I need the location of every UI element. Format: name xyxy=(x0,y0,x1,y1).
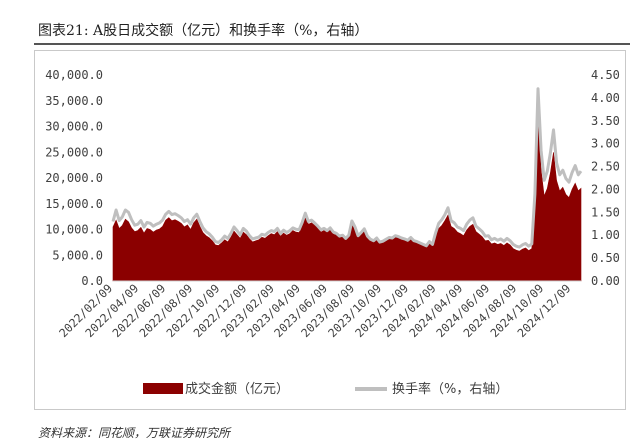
y-tick-label: 35,000.0 xyxy=(45,94,103,108)
chart-frame: 0.0 5,000.0 10,000.0 15,000.0 20,000.0 25,000… xyxy=(34,50,626,410)
y-tick-label: 20,000.0 xyxy=(45,171,103,185)
source-note: 资料来源：同花顺，万联证券研究所 xyxy=(38,426,231,440)
y2-tick-label: 0.00 xyxy=(591,274,620,288)
y2-tick-label: 0.50 xyxy=(591,251,620,265)
y-tick-label: 0.0 xyxy=(81,274,103,288)
figure-title-bar: 图表21: A股日成交额（亿元）和换手率（%，右轴） xyxy=(34,0,630,45)
turnover-line-series xyxy=(111,87,583,249)
y2-tick-label: 1.00 xyxy=(591,228,620,242)
legend-label-turnover: 换手率（%，右轴） xyxy=(392,381,508,397)
y2-tick-label: 2.00 xyxy=(591,182,620,196)
y2-tick-label: 3.00 xyxy=(591,137,620,151)
legend-swatch-volume xyxy=(143,383,183,394)
figure-title: 图表21: A股日成交额（亿元）和换手率（%，右轴） xyxy=(38,23,369,39)
y2-tick-label: 4.50 xyxy=(591,68,620,82)
y2-tick-label: 3.50 xyxy=(591,114,620,128)
chart-canvas: 0.0 5,000.0 10,000.0 15,000.0 20,000.0 25,000… xyxy=(45,68,620,397)
title-divider xyxy=(34,43,630,45)
legend-label-volume: 成交金额（亿元） xyxy=(185,381,289,397)
y-tick-label: 15,000.0 xyxy=(45,197,103,211)
y-tick-label: 10,000.0 xyxy=(45,223,103,237)
y-tick-label: 25,000.0 xyxy=(45,145,103,159)
y-tick-label: 30,000.0 xyxy=(45,120,103,134)
y2-tick-label: 4.00 xyxy=(591,91,620,105)
y-tick-label: 40,000.0 xyxy=(45,68,103,82)
volume-area-series xyxy=(112,116,582,282)
y2-tick-label: 1.50 xyxy=(591,205,620,219)
y-tick-label: 5,000.0 xyxy=(52,248,103,262)
y2-tick-label: 2.50 xyxy=(591,160,620,174)
